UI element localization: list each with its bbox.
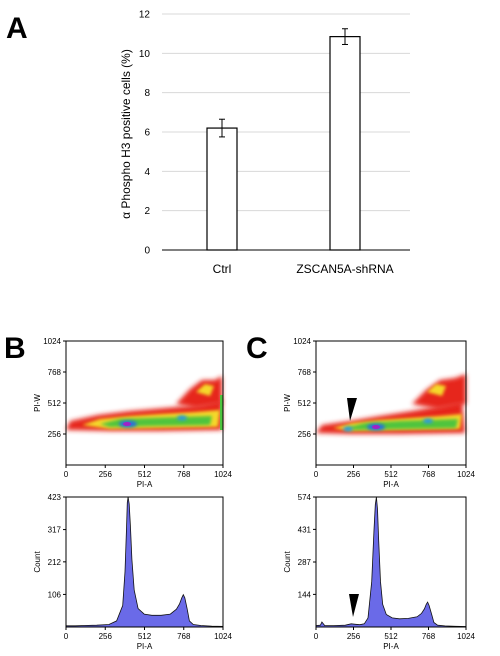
x-tick-label: 768 (422, 632, 436, 641)
y-axis-label: PI-W (283, 394, 292, 412)
x-category-label: Ctrl (213, 262, 232, 276)
x-tick-label: 768 (177, 470, 191, 479)
histogram-fill (315, 496, 467, 628)
x-tick-label: 768 (422, 470, 436, 479)
y-tick-label: 256 (48, 430, 62, 439)
axis-ticks: 0 256 512 768 1024 256 512 768 1024 PI-A PI-W (33, 337, 232, 489)
x-tick-label: 256 (99, 632, 113, 641)
bar-ctrl (206, 127, 238, 251)
x-tick-label: 512 (138, 632, 152, 641)
scatter-density (316, 374, 466, 434)
plot-frame (315, 496, 467, 628)
y-tick-label: 574 (298, 493, 312, 502)
x-tick-label: 0 (314, 632, 319, 641)
x-tick-label: 768 (177, 632, 191, 641)
y-tick-label: 8 (144, 88, 150, 99)
histogram-c: 0 256 512 768 1024 144 287 431 574 PI-A Count (283, 493, 475, 651)
x-axis-label: PI-A (383, 480, 399, 489)
x-tick-label: 256 (99, 470, 113, 479)
y-tick-label: 144 (298, 590, 312, 599)
y-tick-label: 431 (298, 525, 312, 534)
y-axis-label: Count (283, 551, 292, 573)
y-tick-label: 423 (48, 493, 62, 502)
axis-ticks: 0 256 512 768 1024 106 212 317 423 PI-A Count (33, 493, 232, 651)
plot-frame (65, 496, 224, 628)
x-tick-label: 512 (138, 470, 152, 479)
x-tick-label: 0 (64, 470, 69, 479)
x-axis-label: PI-A (137, 642, 153, 651)
x-tick-label: 256 (347, 632, 361, 641)
y-tick-label: 512 (48, 399, 62, 408)
y-ticks: 0 2 4 6 8 10 12 (139, 10, 151, 257)
axis-ticks: 0 256 512 768 1024 256 512 768 1024 PI-A PI-W (283, 337, 475, 489)
x-category-label: ZSCAN5A-shRNA (296, 262, 393, 276)
y-axis-label: α Phospho H3 positive cells (%) (119, 49, 133, 219)
y-tick-label: 768 (298, 368, 312, 377)
histogram-fill (65, 496, 224, 628)
grid (162, 13, 410, 212)
panel-label-a: A (6, 12, 28, 45)
y-tick-label: 1024 (43, 337, 61, 346)
y-tick-label: 287 (298, 558, 312, 567)
x-tick-label: 1024 (457, 470, 475, 479)
x-tick-label: 1024 (214, 470, 232, 479)
x-tick-label: 256 (347, 470, 361, 479)
y-tick-label: 106 (48, 590, 62, 599)
x-tick-label: 512 (384, 632, 398, 641)
y-tick-label: 0 (144, 246, 150, 257)
x-axis-label: PI-A (137, 480, 153, 489)
arrowhead-marker (349, 594, 359, 617)
x-tick-label: 1024 (214, 632, 232, 641)
bar-zscan5a-shrna (329, 36, 361, 251)
x-tick-label: 0 (314, 470, 319, 479)
y-tick-label: 6 (144, 128, 150, 139)
y-tick-label: 212 (48, 558, 62, 567)
scatter-plot-c: 0 256 512 768 1024 256 512 768 1024 PI-A PI-W (283, 337, 475, 489)
scatter-plot-b: 0 256 512 768 1024 256 512 768 1024 PI-A PI-W (33, 337, 232, 489)
panel-label-c: C (246, 332, 268, 365)
y-tick-label: 1024 (293, 337, 311, 346)
y-tick-label: 768 (48, 368, 62, 377)
y-tick-label: 317 (48, 526, 62, 535)
y-tick-label: 12 (139, 10, 151, 21)
bar-chart-a: 0 2 4 6 8 10 12 Ctrl ZSCAN5A-shRNA α Phospho H3… (119, 10, 410, 276)
x-tick-label: 1024 (457, 632, 475, 641)
histogram-b: 0 256 512 768 1024 106 212 317 423 PI-A Count (33, 493, 232, 651)
x-tick-label: 512 (384, 470, 398, 479)
y-axis-label: Count (33, 551, 42, 573)
x-axis-label: PI-A (383, 642, 399, 651)
y-tick-label: 4 (144, 167, 150, 178)
y-tick-label: 256 (298, 430, 312, 439)
panel-label-b: B (4, 332, 26, 365)
scatter-density (66, 376, 223, 431)
axis-ticks: 0 256 512 768 1024 144 287 431 574 PI-A Count (283, 493, 475, 651)
x-ticks: Ctrl ZSCAN5A-shRNA (213, 262, 394, 276)
x-tick-label: 0 (64, 632, 69, 641)
arrowhead-marker (347, 398, 357, 421)
y-axis-label: PI-W (33, 394, 42, 412)
bars (206, 28, 361, 251)
y-tick-label: 10 (139, 49, 151, 60)
y-tick-label: 512 (298, 399, 312, 408)
y-tick-label: 2 (144, 206, 150, 217)
